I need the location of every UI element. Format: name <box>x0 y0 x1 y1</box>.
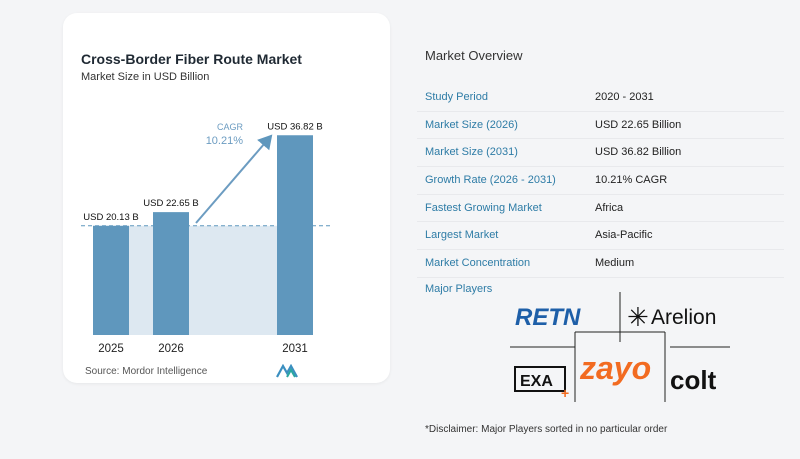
bar-2031 <box>277 135 313 335</box>
reference-area <box>93 225 313 335</box>
disclaimer: *Disclaimer: Major Players sorted in no … <box>425 424 668 435</box>
overview-value: USD 22.65 Billion <box>595 118 682 131</box>
overview-row: Market Size (2026) USD 22.65 Billion <box>417 112 784 140</box>
x-tick-2026: 2026 <box>158 343 184 355</box>
x-tick-2025: 2025 <box>98 343 124 355</box>
exa-logo: EXA <box>520 373 553 390</box>
overview-value: 10.21% CAGR <box>595 174 668 187</box>
zayo-logo: zayo <box>579 350 651 386</box>
data-label-2025: USD 20.13 B <box>83 212 138 223</box>
exa-plus-icon: + <box>561 385 569 401</box>
overview-row: Market Concentration Medium <box>417 250 784 278</box>
overview-row: Growth Rate (2026 - 2031) 10.21% CAGR <box>417 167 784 195</box>
chart-subtitle: Market Size in USD Billion <box>81 71 210 83</box>
overview-value: Africa <box>595 201 624 214</box>
bar-2025 <box>93 225 129 335</box>
overview-key: Growth Rate (2026 - 2031) <box>425 174 556 187</box>
overview-key: Market Size (2031) <box>425 146 518 159</box>
overview-key: Study Period <box>425 91 488 103</box>
major-players-title: Major Players <box>425 283 493 295</box>
cagr-arrow <box>195 134 273 224</box>
overview-row: Fastest Growing Market Africa <box>417 195 784 223</box>
chart-title: Cross-Border Fiber Route Market <box>81 51 302 67</box>
overview-value: Asia-Pacific <box>595 229 653 242</box>
arelion-star-icon: ✳ <box>627 303 649 333</box>
overview-table: Study Period 2020 - 2031 Market Size (2026… <box>417 84 784 278</box>
bar-chart: USD 20.13 B 2025 USD 22.65 B 2026 USD 36.82 … <box>81 121 331 355</box>
data-label-2026: USD 22.65 B <box>143 198 198 209</box>
overview-title: Market Overview <box>425 48 523 63</box>
retn-logo: RETN <box>515 304 581 331</box>
overview-value: 2020 - 2031 <box>595 91 654 103</box>
x-tick-2031: 2031 <box>282 343 308 355</box>
players-logo-grid: RETN ✳ Arelion EXA + zayo colt <box>510 292 730 402</box>
overview-row: Largest Market Asia-Pacific <box>417 222 784 251</box>
chart-card: Cross-Border Fiber Route Market Market S… <box>63 13 390 383</box>
colt-logo: colt <box>670 365 717 395</box>
mordor-logo-icon <box>276 364 298 378</box>
overview-key: Market Size (2026) <box>425 118 518 131</box>
overview-key: Market Concentration <box>425 257 531 270</box>
bar-2026 <box>153 212 189 335</box>
overview-row: Study Period 2020 - 2031 <box>417 84 784 112</box>
data-label-2031: USD 36.82 B <box>267 121 322 132</box>
cagr-label: CAGR <box>217 122 244 132</box>
arelion-logo: Arelion <box>651 306 716 329</box>
overview-key: Largest Market <box>425 229 499 242</box>
overview-key: Fastest Growing Market <box>425 201 542 214</box>
overview-value: Medium <box>595 257 635 270</box>
overview-value: USD 36.82 Billion <box>595 146 682 159</box>
cagr-value: 10.21% <box>206 135 244 147</box>
source-text: Source: Mordor Intelligence <box>85 366 208 377</box>
overview-row: Market Size (2031) USD 36.82 Billion <box>417 139 784 168</box>
